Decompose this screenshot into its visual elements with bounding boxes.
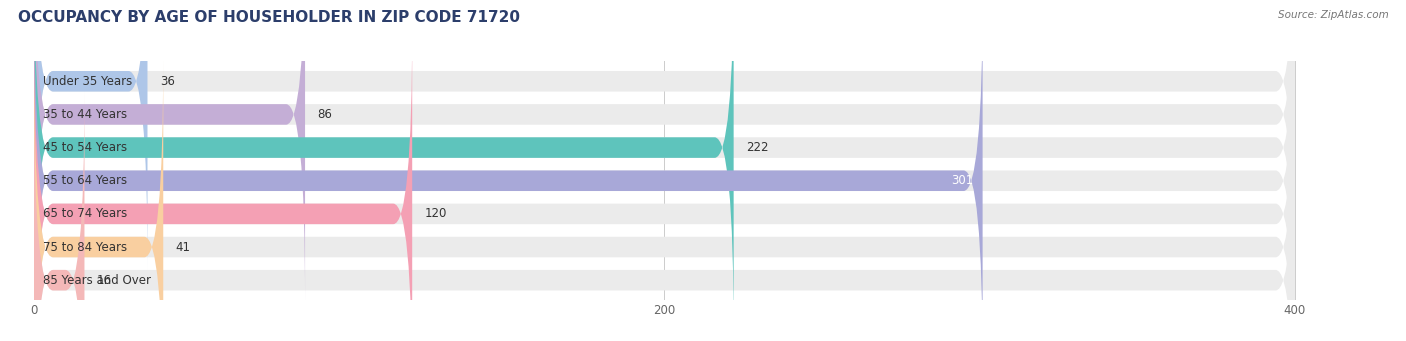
- FancyBboxPatch shape: [34, 0, 1295, 341]
- Text: 65 to 74 Years: 65 to 74 Years: [44, 207, 128, 220]
- FancyBboxPatch shape: [34, 0, 1295, 336]
- FancyBboxPatch shape: [34, 0, 734, 336]
- FancyBboxPatch shape: [34, 91, 1295, 341]
- FancyBboxPatch shape: [34, 0, 305, 303]
- FancyBboxPatch shape: [34, 0, 148, 270]
- Text: 85 Years and Over: 85 Years and Over: [44, 274, 152, 287]
- Text: 55 to 64 Years: 55 to 64 Years: [44, 174, 128, 187]
- FancyBboxPatch shape: [34, 58, 163, 341]
- Text: 45 to 54 Years: 45 to 54 Years: [44, 141, 128, 154]
- Text: 86: 86: [318, 108, 333, 121]
- Text: Under 35 Years: Under 35 Years: [44, 75, 132, 88]
- FancyBboxPatch shape: [34, 25, 1295, 341]
- FancyBboxPatch shape: [34, 0, 1295, 303]
- Text: 35 to 44 Years: 35 to 44 Years: [44, 108, 128, 121]
- FancyBboxPatch shape: [34, 58, 1295, 341]
- Text: 16: 16: [97, 274, 112, 287]
- FancyBboxPatch shape: [34, 0, 983, 341]
- FancyBboxPatch shape: [34, 0, 1295, 270]
- Text: 120: 120: [425, 207, 447, 220]
- Text: Source: ZipAtlas.com: Source: ZipAtlas.com: [1278, 10, 1389, 20]
- Text: OCCUPANCY BY AGE OF HOUSEHOLDER IN ZIP CODE 71720: OCCUPANCY BY AGE OF HOUSEHOLDER IN ZIP C…: [18, 10, 520, 25]
- Text: 75 to 84 Years: 75 to 84 Years: [44, 240, 128, 254]
- Text: 301: 301: [950, 174, 973, 187]
- Text: 41: 41: [176, 240, 191, 254]
- FancyBboxPatch shape: [34, 91, 84, 341]
- FancyBboxPatch shape: [34, 25, 412, 341]
- Text: 36: 36: [160, 75, 174, 88]
- Text: 222: 222: [747, 141, 769, 154]
